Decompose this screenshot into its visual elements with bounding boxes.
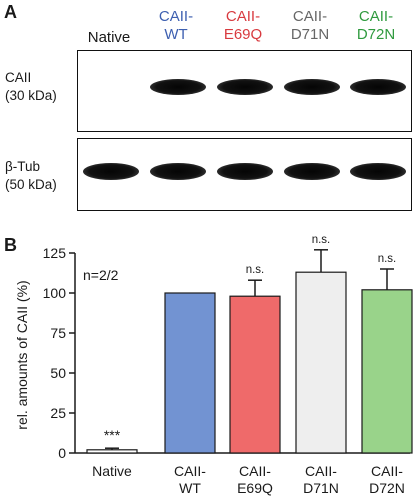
blot-band — [217, 163, 273, 180]
category-label: WT — [179, 480, 201, 496]
category-label: E69Q — [237, 480, 273, 496]
bar — [86, 449, 138, 454]
lane-header-line1: CAII- — [292, 8, 328, 25]
lane-header-line2: WT — [164, 26, 188, 43]
category-label: Native — [92, 463, 132, 479]
significance-label: n.s. — [246, 264, 265, 276]
lane-header-wt: CAII- WT — [145, 8, 207, 44]
blot-caii — [77, 50, 412, 132]
blot-tub — [77, 138, 412, 211]
y-tick-label: 75 — [50, 325, 66, 341]
bar — [164, 292, 216, 454]
blot-band — [150, 79, 206, 95]
y-axis-label: rel. amounts of CAII (%) — [14, 280, 30, 429]
lane-header-line2: D71N — [290, 26, 330, 43]
blot-band — [217, 79, 273, 95]
lane-header-line2: D72N — [356, 26, 396, 43]
blot-tub-name: β-Tub — [5, 159, 41, 174]
blot-band — [284, 163, 340, 180]
lane-header-d72n: CAII- D72N — [345, 8, 407, 44]
lane-header-d71n: CAII- D71N — [279, 8, 341, 44]
blot-caii-name: CAII — [5, 70, 32, 85]
lane-header-line2: E69Q — [223, 26, 263, 43]
blot-band — [350, 79, 406, 95]
blot-caii-label: CAII (30 kDa) — [5, 69, 57, 105]
blot-tub-size: (50 kDa) — [5, 177, 57, 192]
y-tick-label: 50 — [50, 365, 66, 381]
bar — [229, 295, 281, 454]
chart-axes: 0 25 50 75 100 125 — [43, 245, 410, 461]
lane-header-native: Native — [78, 29, 140, 47]
blot-caii-size: (30 kDa) — [5, 88, 57, 103]
blot-band — [83, 163, 139, 180]
y-tick-label: 25 — [50, 405, 66, 421]
category-label: CAII- — [371, 463, 403, 479]
chart-labels: ***Native CAII-WTn.s.CAII-E69Qn.s.CAII-D7… — [92, 234, 405, 496]
category-label: D72N — [369, 480, 405, 496]
chart-bars — [86, 249, 413, 454]
category-label: CAII- — [239, 463, 271, 479]
y-tick-label: 0 — [58, 445, 66, 461]
n-annotation: n=2/2 — [83, 267, 119, 283]
panel-b-label: B — [4, 235, 17, 255]
bar — [361, 289, 413, 454]
significance-label: *** — [104, 427, 121, 443]
significance-label: n.s. — [312, 234, 331, 246]
bar — [295, 271, 347, 454]
category-label: D71N — [303, 480, 339, 496]
lane-header-line1: Native — [87, 29, 131, 46]
panel-a-label: A — [4, 2, 17, 22]
blot-tub-label: β-Tub (50 kDa) — [5, 158, 57, 194]
lane-header-e69q: CAII- E69Q — [212, 8, 274, 44]
blot-band — [284, 79, 340, 95]
blot-band — [350, 163, 406, 180]
lane-header-line1: CAII- — [158, 8, 194, 25]
lane-header-line1: CAII- — [225, 8, 261, 25]
category-label: CAII- — [174, 463, 206, 479]
y-tick-label: 125 — [43, 245, 67, 261]
category-label: CAII- — [305, 463, 337, 479]
lane-header-line1: CAII- — [358, 8, 394, 25]
y-tick-label: 100 — [43, 285, 67, 301]
blot-band — [150, 163, 206, 180]
significance-label: n.s. — [378, 253, 397, 265]
